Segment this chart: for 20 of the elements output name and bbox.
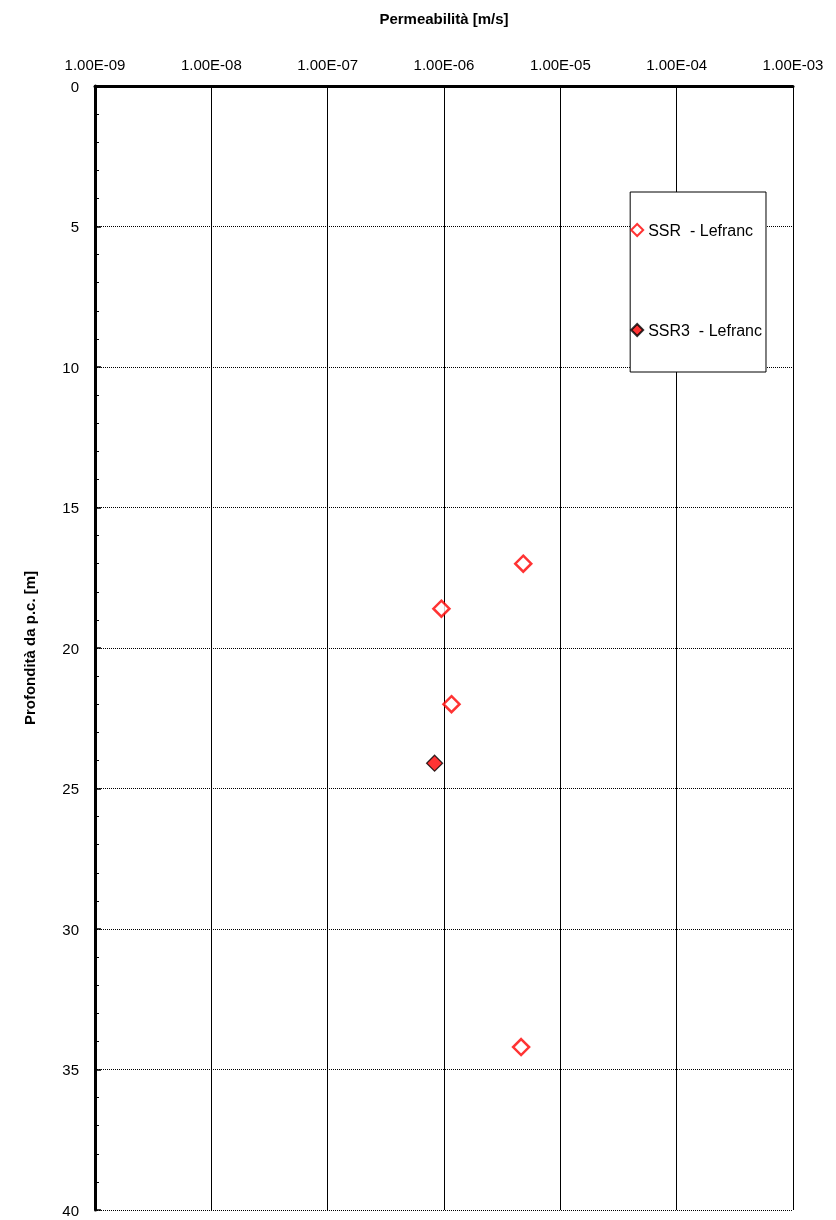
legend-label: SSR - Lefranc [648, 221, 754, 239]
y-tick-label: 35 [62, 1061, 79, 1078]
y-tick-label: 15 [62, 499, 79, 516]
y-tick-label: 5 [70, 218, 79, 235]
y-tick-label: 10 [62, 358, 79, 376]
x-axis-title: Permeabilità [m/s] [379, 10, 509, 27]
legend-label: SSR3 - Lefranc [648, 321, 762, 339]
x-tick-label: 1.00E-07 [297, 56, 359, 73]
x-tick-label: 1.00E-08 [180, 56, 242, 73]
x-tick-label: 1.00E-06 [413, 56, 475, 73]
y-tick-label: 0 [70, 77, 79, 95]
x-tick-label: 1.00E-04 [646, 56, 708, 73]
x-tick-label: 1.00E-03 [762, 56, 824, 73]
y-tick-label: 20 [62, 639, 79, 657]
y-tick-label: 40 [62, 1201, 79, 1219]
x-tick-label: 1.00E-09 [64, 56, 126, 73]
y-tick-label: 25 [62, 780, 79, 797]
x-tick-label: 1.00E-05 [529, 56, 591, 73]
y-tick-label: 30 [62, 920, 79, 938]
y-axis-title: Profondità da p.c. [m] [21, 570, 38, 726]
